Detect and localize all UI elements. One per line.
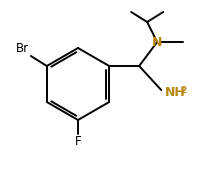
- Text: F: F: [75, 135, 81, 148]
- Text: 2: 2: [180, 86, 186, 95]
- Text: Br: Br: [16, 42, 29, 55]
- Text: N: N: [152, 36, 162, 49]
- Text: NH: NH: [165, 86, 186, 98]
